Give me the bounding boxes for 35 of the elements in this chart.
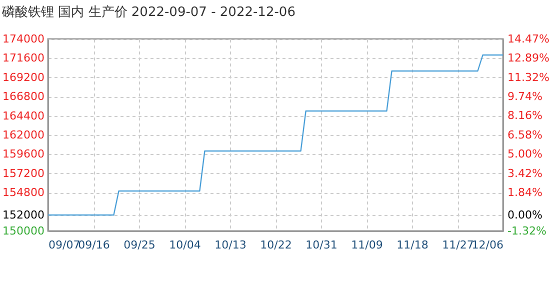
y2-tick-label: 12.89% <box>508 52 550 65</box>
x-tick-label: 09/07 <box>48 238 80 252</box>
y-tick-label: 159600 <box>2 148 44 161</box>
y-tick-label: 157200 <box>2 166 44 180</box>
x-tick-label: 11/09 <box>351 238 383 252</box>
y2-tick-label: 5.00% <box>508 148 542 161</box>
y-tick-label: 150000 <box>2 224 44 238</box>
y-tick-label: 169200 <box>2 70 44 84</box>
y-tick-label: 174000 <box>2 32 44 46</box>
x-tick-label: 12/06 <box>472 238 504 252</box>
y-tick-label: 152000 <box>2 208 44 222</box>
x-tick-label: 09/16 <box>78 238 110 252</box>
y-tick-label: 164400 <box>2 109 44 122</box>
x-tick-label: 10/22 <box>260 238 292 252</box>
y2-tick-label: 11.32% <box>508 70 550 84</box>
y-tick-label: 171600 <box>2 52 44 65</box>
x-tick-label: 10/31 <box>306 238 338 252</box>
line-series <box>47 54 504 216</box>
y-tick-label: 154800 <box>2 186 44 200</box>
y2-tick-label: 1.84% <box>508 186 542 200</box>
y2-tick-label: 3.42% <box>508 166 542 180</box>
x-tick-label: 11/18 <box>396 238 428 252</box>
y-tick-label: 162000 <box>2 128 44 142</box>
x-tick-label: 11/27 <box>442 238 474 252</box>
x-tick-label: 09/25 <box>124 238 156 252</box>
y2-tick-label: 6.58% <box>508 128 542 142</box>
y2-tick-label: 9.74% <box>508 90 542 104</box>
y2-tick-label: 0.00% <box>508 208 542 222</box>
y2-tick-label: 8.16% <box>508 109 542 122</box>
y2-tick-label: 14.47% <box>508 32 550 46</box>
y-tick-label: 166800 <box>2 90 44 104</box>
y2-tick-label: -1.32% <box>508 224 546 238</box>
x-tick-label: 10/13 <box>214 238 246 252</box>
x-tick-label: 10/04 <box>169 238 201 252</box>
chart-title: 磷酸铁锂 国内 生产价 2022-09-07 - 2022-12-06 <box>1 5 296 20</box>
